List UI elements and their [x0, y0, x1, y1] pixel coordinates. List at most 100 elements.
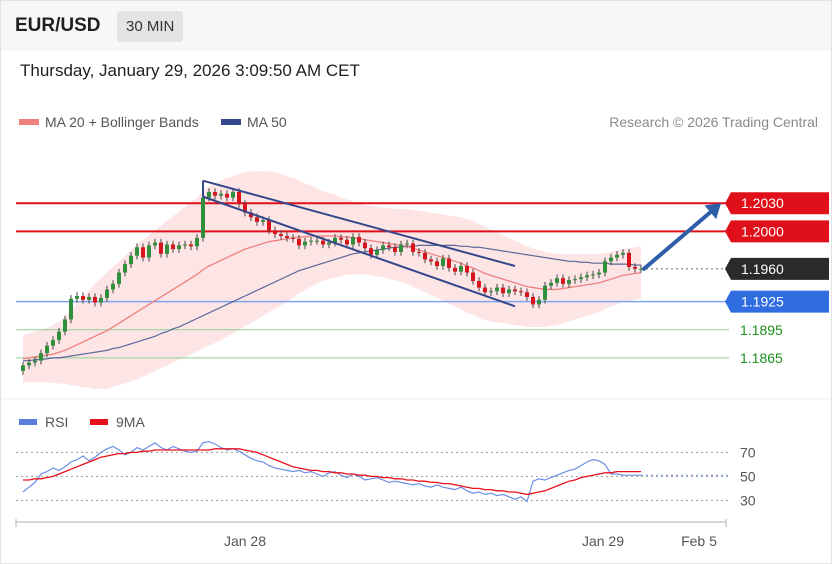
candle	[111, 283, 115, 290]
candle	[189, 244, 193, 247]
symbol-label: EUR/USD	[15, 15, 101, 36]
legend-label: MA 50	[247, 114, 287, 130]
candle	[273, 230, 277, 235]
forecast-arrow-head	[704, 203, 721, 220]
candle	[549, 282, 553, 286]
candle	[447, 258, 451, 268]
candle	[291, 237, 295, 239]
rsi-level-label: 70	[740, 444, 756, 460]
legend-swatch	[19, 119, 39, 125]
candle	[357, 236, 361, 243]
candle	[219, 193, 223, 196]
candle	[405, 243, 409, 245]
support-label: 1.1895	[740, 322, 783, 338]
candle	[579, 277, 583, 280]
rsi-legend-label: RSI	[45, 414, 68, 430]
candle	[639, 268, 643, 270]
resistance-label-tag	[725, 192, 829, 215]
bollinger-band-area	[23, 171, 641, 389]
candle	[231, 191, 235, 198]
candle	[21, 365, 25, 371]
candle	[207, 191, 211, 198]
candle	[339, 237, 343, 240]
candle	[183, 244, 187, 246]
legend-swatch	[221, 119, 241, 125]
candle	[225, 193, 229, 198]
channel-upper-line	[202, 179, 516, 267]
candle	[105, 289, 109, 298]
candle	[453, 267, 457, 272]
candle	[561, 278, 565, 284]
legend: MA 20 + Bollinger Bands MA 50	[19, 114, 287, 130]
candle	[411, 243, 415, 252]
candle	[285, 236, 289, 238]
candle	[525, 292, 529, 297]
interval-button[interactable]: 30 MIN	[117, 11, 184, 42]
candle	[243, 204, 247, 213]
rsi-ma9-line	[23, 448, 641, 496]
candle	[237, 191, 241, 205]
moving-averages	[22, 235, 642, 362]
rsi-legend-label: 9MA	[116, 414, 145, 430]
candle	[603, 261, 607, 273]
candle	[489, 291, 493, 293]
candle	[585, 275, 589, 278]
current-label: 1.1960	[741, 261, 784, 277]
rsi-legend-swatch	[90, 419, 108, 425]
candle	[141, 247, 145, 258]
support-label: 1.1865	[740, 350, 783, 366]
candle	[597, 272, 601, 275]
candle	[333, 237, 337, 243]
ma50-line	[23, 244, 641, 362]
candle	[327, 242, 331, 245]
candle	[309, 240, 313, 242]
candle	[135, 247, 139, 256]
candle	[69, 298, 73, 320]
timestamp-label: Thursday, January 29, 2026 3:09:50 AM CE…	[20, 61, 360, 80]
candle	[213, 191, 217, 196]
candle	[57, 331, 61, 341]
candle	[87, 296, 91, 300]
time-axis: Jan 28 Jan 29 Feb 5	[15, 519, 727, 549]
candle	[255, 217, 259, 222]
candle	[177, 245, 181, 250]
bollinger-band	[23, 171, 641, 389]
candle	[507, 289, 511, 294]
candle	[81, 296, 85, 300]
candle	[543, 285, 547, 300]
rsi-legend-swatch	[19, 419, 37, 425]
candle	[165, 244, 169, 254]
candle	[315, 240, 319, 242]
resistance-label: 1.2030	[741, 195, 784, 211]
candle	[249, 212, 253, 218]
candle	[45, 345, 49, 354]
candle	[33, 360, 37, 363]
candle	[573, 279, 577, 281]
candle	[99, 297, 103, 303]
forecast-arrow	[642, 203, 721, 271]
candle	[633, 266, 637, 269]
candle	[537, 299, 541, 305]
header-bar: EUR/USD 30 MIN	[1, 1, 831, 51]
price-levels	[16, 202, 729, 359]
trend-channel	[202, 179, 516, 308]
x-tick-label: Jan 28	[224, 533, 266, 549]
candle	[147, 245, 151, 258]
candle	[477, 281, 481, 288]
candle	[369, 248, 373, 255]
candle	[465, 266, 469, 273]
candle	[201, 197, 205, 238]
level-labels: 1.2030 1.2000 1.1960 1.1925 1.1895 1.1865	[725, 192, 829, 366]
rsi-level-label: 50	[740, 468, 756, 484]
candle	[495, 287, 499, 292]
candle	[381, 245, 385, 251]
candle	[423, 252, 427, 260]
candle	[429, 259, 433, 262]
candle	[417, 251, 421, 253]
candle	[321, 240, 325, 245]
candle	[627, 252, 631, 267]
candle	[387, 245, 391, 248]
candle	[93, 296, 97, 303]
